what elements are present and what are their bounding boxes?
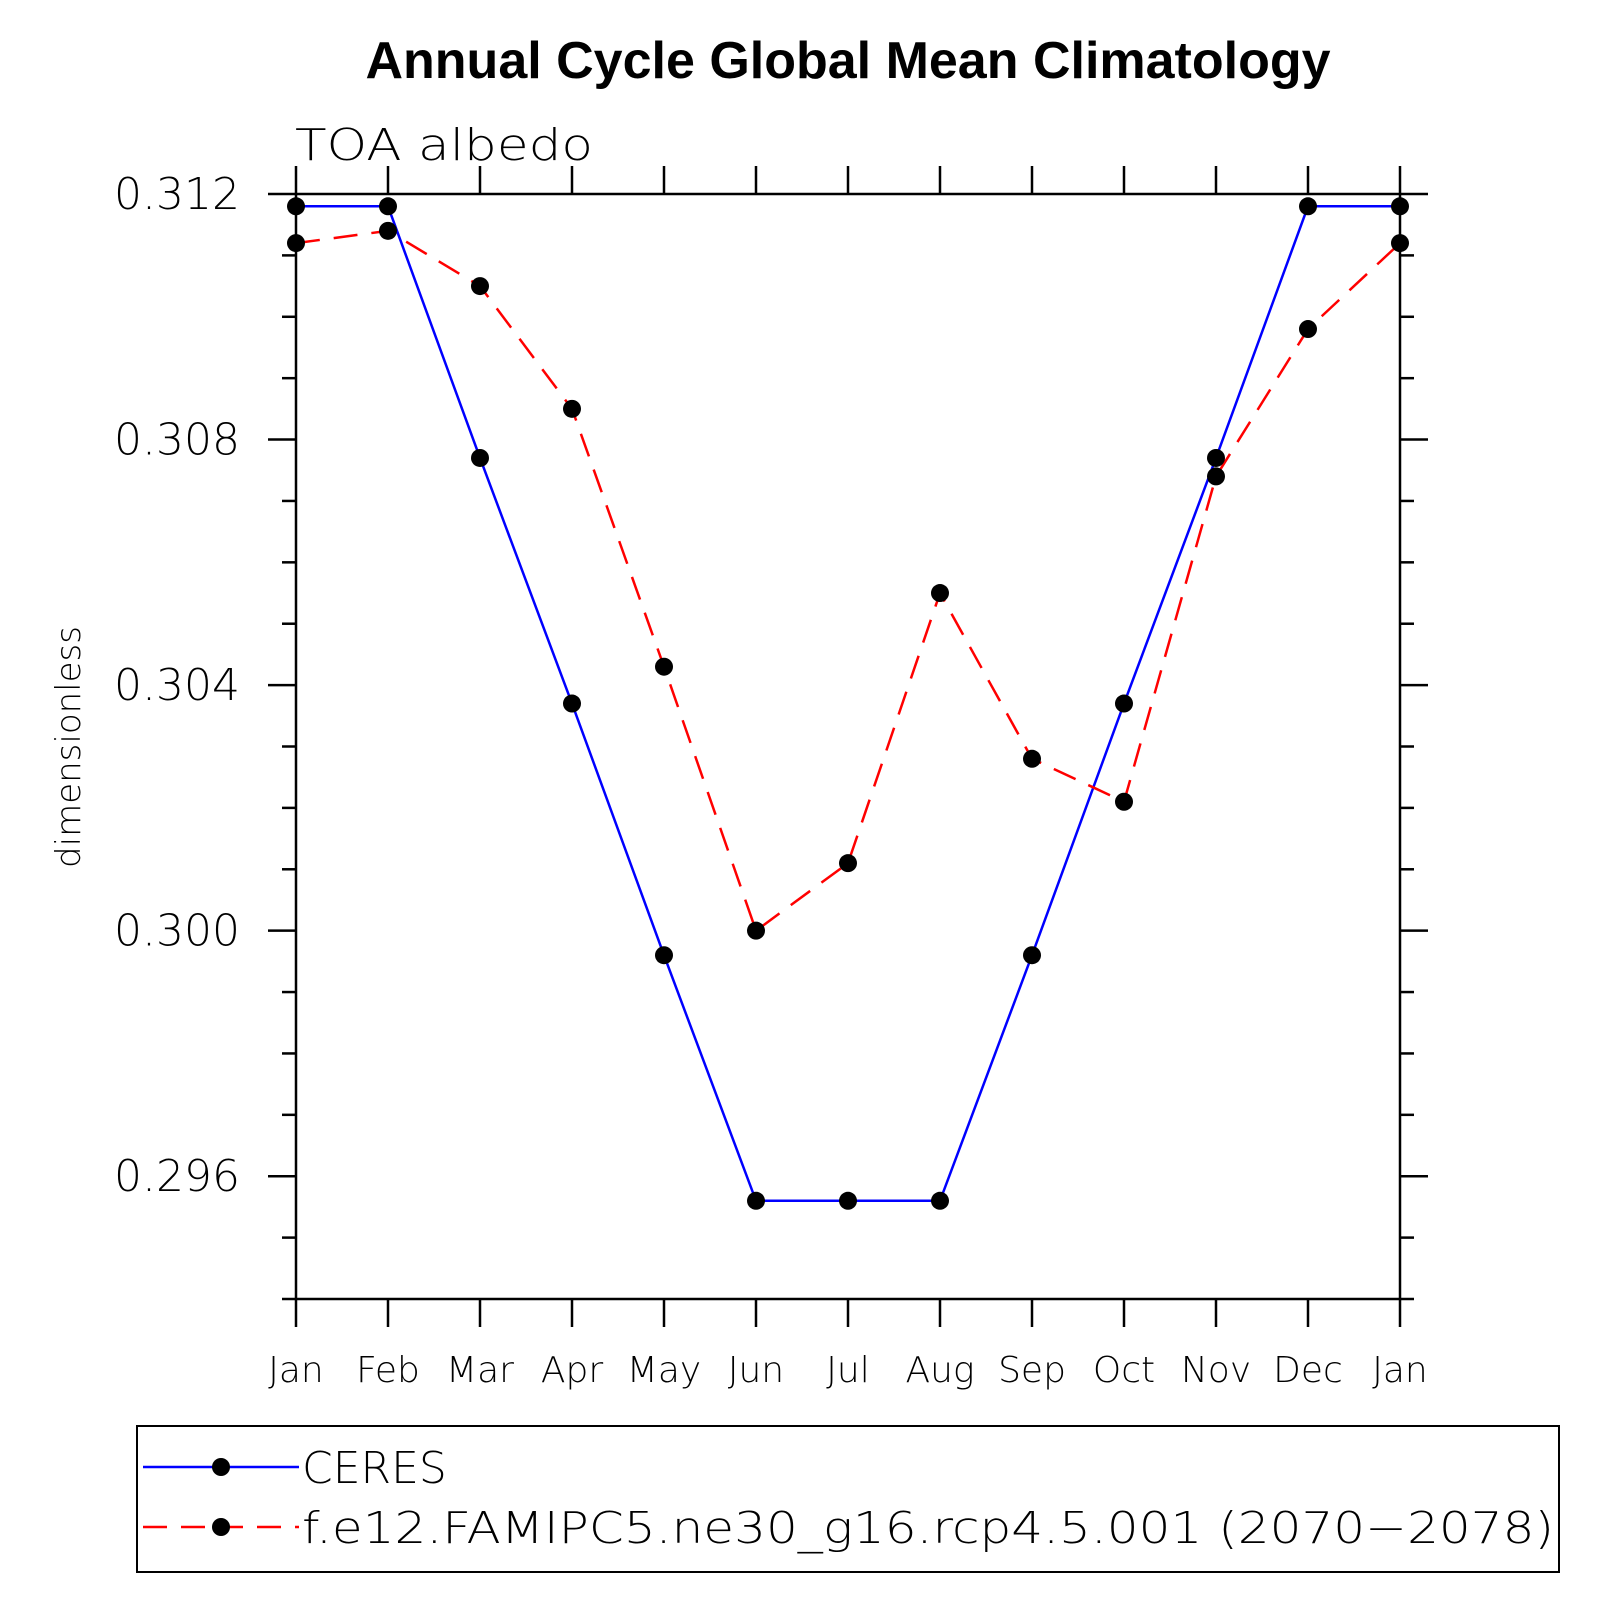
data-point	[747, 921, 765, 940]
data-point	[287, 197, 305, 216]
y-tick-label: 0.308	[114, 415, 240, 466]
data-point	[1299, 320, 1317, 339]
y-tick-label: 0.312	[114, 169, 240, 220]
chart-subtitle: TOA albedo	[295, 120, 593, 171]
x-tick-label: Nov	[1181, 1350, 1251, 1391]
data-point	[563, 694, 581, 713]
series-line-1	[295, 229, 1401, 933]
data-point	[1391, 234, 1409, 253]
data-point	[1391, 197, 1409, 216]
data-point	[839, 1191, 857, 1210]
data-point	[379, 221, 397, 240]
data-point	[839, 854, 857, 873]
data-point	[1023, 946, 1041, 965]
legend-label: CERES	[302, 1443, 447, 1494]
legend-marker	[212, 1458, 230, 1476]
x-tick-label: Mar	[446, 1350, 514, 1391]
data-point	[655, 946, 673, 965]
legend-label: f.e12.FAMIPC5.ne30_g16.rcp4.5.001 (2070−…	[302, 1503, 1554, 1554]
data-point	[471, 448, 489, 467]
chart-title: Annual Cycle Global Mean Climatology	[365, 32, 1330, 90]
x-tick-labels: Jan Feb Mar Apr May Jun Jul Aug Sep Oct Nov Dec Jan	[268, 1350, 1428, 1391]
axis-ticks	[268, 166, 1428, 1327]
data-point	[931, 1191, 949, 1210]
x-tick-label: Aug	[905, 1350, 974, 1391]
data-point	[1207, 448, 1225, 467]
data-point	[1115, 792, 1133, 811]
x-tick-label: Oct	[1093, 1350, 1155, 1391]
series-line-0	[296, 205, 1400, 1203]
y-axis-label: dimensionless	[49, 626, 89, 868]
y-tick-labels: 0.296 0.300 0.304 0.308 0.312	[114, 169, 240, 1202]
data-point	[471, 277, 489, 296]
data-point	[563, 399, 581, 418]
x-tick-label: Feb	[356, 1350, 420, 1391]
legend-entries: CERES f.e12.FAMIPC5.ne30_g16.rcp4.5.001 (…	[143, 1443, 1554, 1554]
legend: CERES f.e12.FAMIPC5.ne30_g16.rcp4.5.001 (…	[136, 1425, 1560, 1573]
data-point	[379, 197, 397, 216]
y-tick-label: 0.304	[114, 660, 240, 711]
data-point	[287, 234, 305, 253]
legend-box	[136, 1425, 1560, 1573]
data-point	[655, 657, 673, 676]
x-tick-label: May	[627, 1350, 701, 1391]
x-tick-label: Sep	[998, 1350, 1066, 1391]
y-tick-label: 0.300	[114, 906, 240, 957]
x-tick-label: Apr	[541, 1350, 603, 1391]
x-tick-label: Jan	[1372, 1350, 1428, 1391]
data-point	[747, 1191, 765, 1210]
y-tick-label: 0.296	[114, 1151, 240, 1202]
data-point	[1299, 197, 1317, 216]
x-tick-label: Jul	[826, 1350, 869, 1391]
legend-marker	[212, 1518, 230, 1536]
plot-frame	[294, 192, 1402, 1301]
data-point	[1207, 467, 1225, 486]
data-point	[931, 584, 949, 603]
x-tick-label: Dec	[1273, 1350, 1343, 1391]
x-tick-label: Jun	[728, 1350, 784, 1391]
x-tick-label: Jan	[268, 1350, 324, 1391]
data-point	[1023, 749, 1041, 768]
series-layer	[287, 197, 1409, 1210]
data-point	[1115, 694, 1133, 713]
